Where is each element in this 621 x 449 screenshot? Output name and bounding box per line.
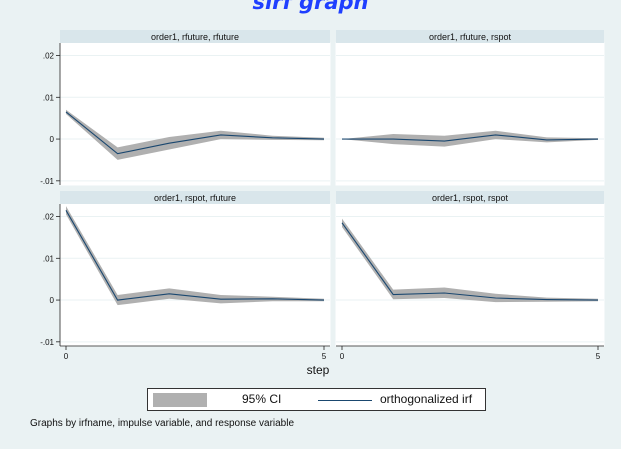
irf-line [65, 210, 325, 301]
y-tick-label: 0 [50, 296, 55, 305]
y-tick-label: -.01 [40, 177, 54, 186]
legend-irf-line [318, 400, 372, 401]
panel-title: order1, rfuture, rfuture [151, 32, 239, 42]
irf-line [342, 134, 599, 142]
ci-band [342, 130, 598, 147]
y-tick-label: -.01 [40, 338, 54, 347]
y-tick-label: .01 [43, 254, 55, 263]
panel-title-strip [60, 191, 330, 204]
irf-line [65, 111, 325, 155]
panel-3: order1, rspot, rfuture [59, 191, 331, 347]
panel-4: order1, rspot, rspot [335, 191, 605, 347]
panel-plot-area [335, 42, 605, 186]
ci-band [66, 109, 324, 160]
x-tick-label: 0 [340, 352, 345, 361]
legend: 95% CI orthogonalized irf [147, 388, 486, 411]
panel-title: order1, rspot, rspot [432, 193, 509, 203]
y-tick-label: .01 [43, 93, 55, 102]
panel-plot-area [59, 42, 331, 186]
y-tick-label: .02 [43, 213, 55, 222]
panel-title-strip [60, 30, 330, 43]
panel-2: order1, rfuture, rspot [335, 30, 605, 186]
panel-1: order1, rfuture, rfuture [59, 30, 331, 186]
graph-note: Graphs by irfname, impulse variable, and… [30, 418, 295, 429]
x-tick-label: 0 [64, 352, 69, 361]
legend-ci-swatch [153, 393, 207, 407]
y-tick-label: 0 [50, 135, 55, 144]
legend-irf-label: orthogonalized irf [380, 392, 473, 406]
x-axis-label: step [307, 363, 330, 377]
x-tick-label: 5 [322, 352, 327, 361]
x-tick-label: 5 [596, 352, 601, 361]
legend-ci-label: 95% CI [242, 392, 282, 406]
panel-title-strip [336, 30, 604, 43]
handwritten-annotation: sirf graph [252, 0, 369, 14]
panel-title-strip [336, 191, 604, 204]
irf-line [341, 222, 599, 301]
panel-title: order1, rfuture, rspot [429, 32, 512, 42]
panel-title: order1, rspot, rfuture [154, 193, 236, 203]
y-tick-label: .02 [43, 52, 55, 61]
